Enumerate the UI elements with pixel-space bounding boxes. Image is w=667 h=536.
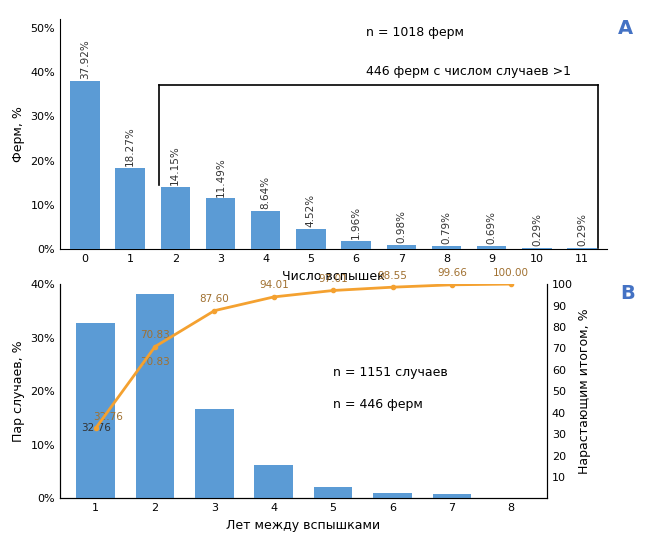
Y-axis label: Пар случаев, %: Пар случаев, % [12,340,25,442]
Bar [387,245,416,249]
Text: n = 1018 ферм: n = 1018 ферм [366,26,464,39]
Bar [477,246,506,249]
Bar [251,211,280,249]
Bar [374,493,412,498]
Text: 0.29%: 0.29% [577,213,587,246]
Bar [568,248,597,249]
Text: 0.79%: 0.79% [442,211,452,244]
Bar [433,494,471,498]
X-axis label: Число вспышек: Число вспышек [282,270,385,282]
Bar [432,245,461,249]
Bar [76,323,115,498]
Y-axis label: Нарастающим итогом, %: Нарастающим итогом, % [578,308,592,474]
Text: 18.27%: 18.27% [125,126,135,167]
Text: 1.96%: 1.96% [351,206,361,239]
Bar [195,408,233,498]
Bar [342,241,371,249]
Text: 32.76: 32.76 [81,423,111,433]
Bar [161,187,190,249]
Text: 0.69%: 0.69% [487,211,497,244]
Bar [255,465,293,498]
Text: 94.01: 94.01 [259,280,289,291]
Bar [314,487,352,498]
Text: 99.66: 99.66 [437,269,467,278]
Bar [492,497,531,498]
Text: 8.64%: 8.64% [261,176,271,209]
Bar [206,198,235,249]
Text: 98.55: 98.55 [378,271,408,281]
Text: 0.29%: 0.29% [532,213,542,246]
Text: B: B [620,284,635,303]
Y-axis label: Ферм, %: Ферм, % [12,106,25,162]
X-axis label: Лет между вспышками: Лет между вспышками [226,519,381,532]
Text: 87.60: 87.60 [199,294,229,304]
Text: A: A [618,19,633,38]
Text: 14.15%: 14.15% [170,145,180,185]
Bar [136,294,174,498]
Text: n = 446 ферм: n = 446 ферм [333,398,423,411]
Text: 100.00: 100.00 [494,267,530,278]
Text: 32.76: 32.76 [93,412,123,422]
Bar [115,168,145,249]
Text: 70.83: 70.83 [140,330,170,340]
Bar [296,229,325,249]
Text: 70.83: 70.83 [140,358,170,367]
Text: 37.92%: 37.92% [80,40,90,79]
Bar [70,81,99,249]
Bar [522,248,552,249]
Text: 446 ферм с числом случаев >1: 446 ферм с числом случаев >1 [366,65,572,78]
Text: 11.49%: 11.49% [215,157,225,197]
Text: n = 1151 случаев: n = 1151 случаев [333,366,448,378]
Text: 97.01: 97.01 [318,274,348,284]
Text: 0.98%: 0.98% [396,210,406,243]
Text: 4.52%: 4.52% [306,195,316,227]
